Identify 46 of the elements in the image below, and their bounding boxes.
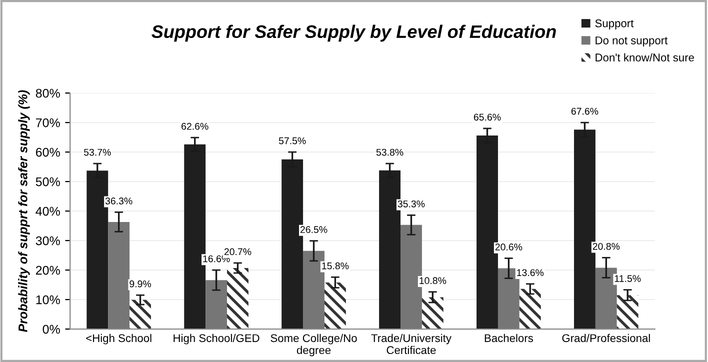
- data-label: 35.3%: [398, 200, 425, 208]
- bar: [108, 222, 130, 330]
- x-tick-label: Bachelors: [484, 334, 533, 342]
- bar: [422, 297, 444, 330]
- bar: [227, 268, 248, 330]
- data-label: 53.8%: [376, 148, 404, 156]
- bar: [324, 282, 346, 330]
- data-label: 26.5%: [300, 226, 328, 234]
- legend-label: Support: [595, 19, 634, 30]
- legend-label: Don't know/Not sure: [596, 53, 694, 62]
- data-label: 57.5%: [278, 137, 306, 144]
- data-label: 11.5%: [614, 275, 641, 282]
- y-tick-label: 10%: [36, 295, 60, 304]
- x-tick-label: Some College/No degree: [270, 334, 357, 356]
- data-label: 53.7%: [84, 148, 111, 156]
- y-tick-label: 50%: [36, 177, 60, 186]
- x-tick-label: <High School: [86, 334, 152, 344]
- y-tick-label: 70%: [36, 118, 60, 128]
- data-label: 13.6%: [517, 269, 544, 276]
- bar: [595, 268, 617, 330]
- bar: [519, 288, 541, 330]
- data-label: 65.6%: [474, 114, 501, 121]
- y-tick-label: 30%: [36, 236, 60, 246]
- data-label: 67.6%: [571, 108, 598, 115]
- data-label: 62.6%: [182, 122, 208, 130]
- y-tick-label: 60%: [36, 148, 60, 157]
- data-label: 20.7%: [224, 248, 252, 256]
- data-label: 36.3%: [105, 198, 132, 204]
- y-tick-label: 40%: [36, 206, 60, 216]
- bar: [206, 280, 228, 330]
- data-label: 15.8%: [322, 262, 349, 270]
- x-tick-label: Grad/Professional: [562, 334, 650, 342]
- data-label: 20.8%: [592, 242, 620, 250]
- y-tick-label: 20%: [36, 266, 60, 275]
- data-label: 9.9%: [130, 280, 152, 288]
- data-label: 10.8%: [420, 277, 446, 284]
- data-label: 20.6%: [495, 244, 522, 250]
- x-tick-label: High School/GED: [174, 334, 260, 344]
- y-axis-title: Probability of supprt for safer supply (%): [18, 90, 30, 332]
- x-tick-label: Trade/University Certificate: [371, 334, 452, 354]
- bar: [130, 300, 151, 330]
- chart-title: Support for Safer Supply by Level of Education: [152, 24, 556, 42]
- bar: [616, 295, 638, 330]
- legend-label: Do not support: [596, 36, 668, 47]
- y-tick-label: 80%: [36, 88, 60, 98]
- y-tick-label: 0%: [42, 324, 60, 334]
